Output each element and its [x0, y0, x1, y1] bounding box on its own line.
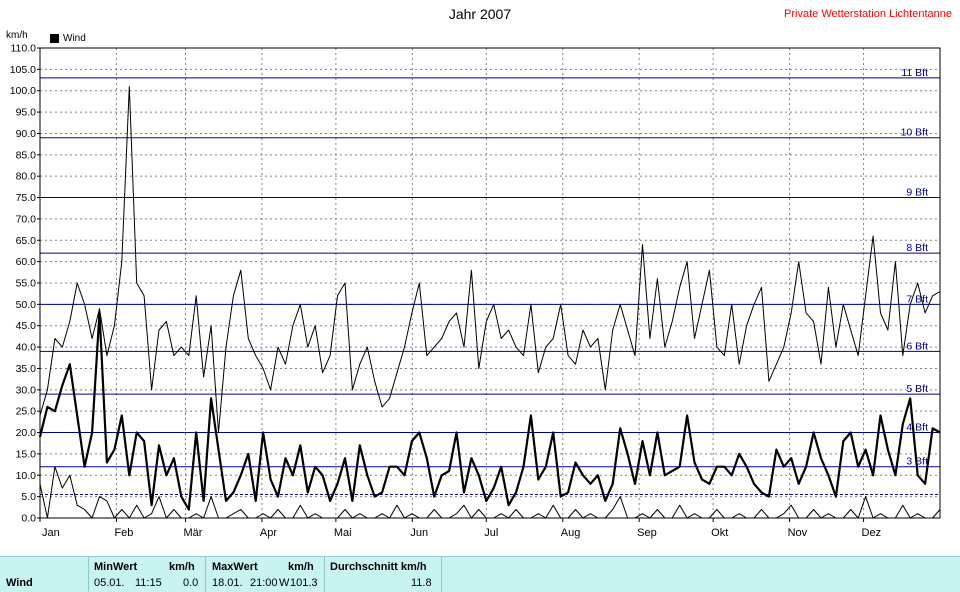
avg-value: 11.8: [411, 577, 432, 589]
y-tick-label: 75.0: [16, 192, 37, 204]
y-tick-label: 65.0: [16, 235, 37, 247]
x-tick-label: Sep: [637, 527, 657, 539]
beaufort-label: 5 Bft: [906, 383, 928, 395]
station-name: Private Wetterstation Lichtentanne: [784, 8, 952, 20]
y-tick-label: 15.0: [16, 448, 37, 460]
y-tick-label: 25.0: [16, 406, 37, 418]
wind-chart: 0.0 5.0 10.0 15.0 20.0 25.0 30.0 35.0 40.0 45.0 50…: [10, 43, 941, 539]
legend: Wind: [50, 33, 86, 44]
y-tick-label: 70.0: [16, 213, 37, 225]
x-tick-label: Apr: [260, 527, 277, 539]
beaufort-label: 6 Bft: [906, 340, 928, 352]
y-tick-label: 100.0: [10, 85, 36, 97]
beaufort-label: 8 Bft: [906, 242, 928, 254]
y-tick-label: 60.0: [16, 256, 37, 268]
legend-swatch: [50, 34, 59, 43]
max-direction: W: [279, 577, 290, 589]
y-tick-label: 105.0: [10, 64, 36, 76]
beaufort-label: 4 Bft: [906, 422, 928, 434]
footer-label-cell: Wind: [0, 557, 89, 592]
min-value: 0.0: [183, 577, 199, 589]
x-tick-label: Jul: [484, 527, 498, 539]
x-tick-label: Mai: [334, 527, 352, 539]
plot-frame: [39, 47, 941, 519]
x-tick-label: Nov: [788, 527, 808, 539]
y-tick-label: 95.0: [16, 107, 37, 119]
stats-footer: Wind MinWert km/h 05.01. 11:15 0.0 MaxWe…: [0, 556, 960, 592]
legend-label: Wind: [63, 33, 86, 44]
beaufort-label: 9 Bft: [906, 187, 928, 199]
x-tick-label: Aug: [561, 527, 581, 539]
min-time: 11:15: [135, 577, 162, 589]
chart-title: Jahr 2007: [448, 6, 512, 22]
y-tick-label: 35.0: [16, 363, 37, 375]
beaufort-label: 11 Bft: [901, 67, 928, 79]
footer-max-cell: MaxWert km/h 18.01. 21:00 W 101.3: [206, 557, 325, 592]
avg-header: Durchschnitt km/h: [330, 561, 427, 573]
x-tick-label: Jan: [42, 527, 60, 539]
y-tick-label: 20.0: [16, 427, 37, 439]
min-unit: km/h: [169, 561, 195, 573]
y-tick-label: 85.0: [16, 149, 37, 161]
y-tick-label: 30.0: [16, 384, 37, 396]
max-date: 18.01.: [212, 577, 243, 589]
max-time: 21:00: [250, 577, 278, 589]
y-tick-label: 50.0: [16, 299, 37, 311]
series-max-line: [39, 86, 941, 433]
y-tick-label: 80.0: [16, 171, 37, 183]
y-tick-label: 10.0: [16, 470, 37, 482]
min-header: MinWert: [94, 561, 138, 573]
y-tick-label: 55.0: [16, 278, 37, 290]
footer-min-cell: MinWert km/h 05.01. 11:15 0.0: [89, 557, 206, 592]
y-tick-label: 90.0: [16, 128, 37, 140]
y-tick-label: 45.0: [16, 320, 37, 332]
beaufort-label: 7 Bft: [906, 293, 928, 305]
x-tick-label: Okt: [711, 527, 728, 539]
y-tick-label: 40.0: [16, 342, 37, 354]
x-tick-label: Mär: [183, 527, 202, 539]
x-tick-label: Feb: [114, 527, 133, 539]
series-avg-line: [38, 311, 941, 511]
footer-avg-cell: Durchschnitt km/h 11.8: [325, 557, 442, 592]
max-header: MaxWert: [212, 561, 258, 573]
max-unit: km/h: [288, 561, 314, 573]
y-tick-label: 110.0: [11, 43, 37, 55]
beaufort-label: 10 Bft: [901, 127, 929, 139]
max-value: 101.3: [290, 577, 318, 589]
y-tick-label: 0.0: [21, 513, 36, 525]
y-tick-label: 5.0: [21, 491, 36, 503]
min-date: 05.01.: [94, 577, 125, 589]
y-axis-unit: km/h: [6, 30, 28, 41]
x-tick-label: Dez: [862, 527, 882, 539]
footer-row-label: Wind: [6, 577, 33, 589]
x-tick-label: Jun: [410, 527, 428, 539]
